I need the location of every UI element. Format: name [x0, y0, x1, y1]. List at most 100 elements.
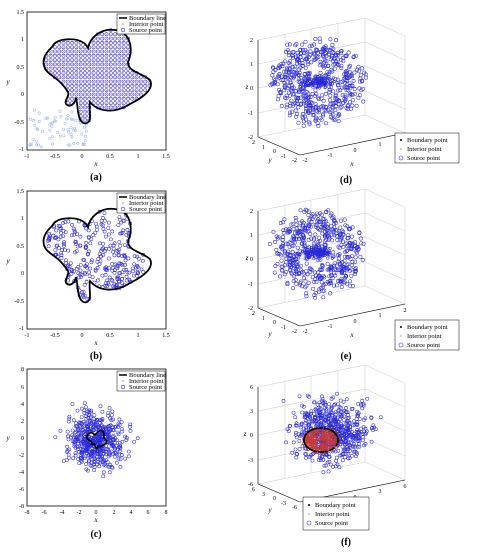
source-point — [317, 253, 321, 256]
source-point — [330, 410, 334, 415]
panel-b-xlabel: x — [93, 339, 98, 347]
source-point — [106, 454, 111, 459]
source-point — [357, 86, 362, 91]
source-point — [39, 145, 43, 149]
source-point — [300, 61, 305, 66]
source-point — [108, 416, 113, 421]
source-point — [369, 416, 374, 420]
source-point — [100, 101, 105, 105]
source-point — [305, 95, 310, 100]
source-point — [312, 411, 317, 416]
source-point — [324, 109, 329, 114]
panel-d-caption: (d) — [340, 175, 352, 186]
source-point — [48, 137, 52, 141]
source-point — [73, 445, 78, 450]
source-point — [53, 248, 58, 252]
source-point — [117, 423, 122, 427]
source-point — [353, 444, 357, 449]
source-point — [111, 444, 116, 448]
interior-point — [118, 81, 120, 83]
panel-d-ylabel: y — [267, 156, 272, 164]
source-point — [303, 88, 307, 92]
interior-point — [106, 72, 107, 74]
panel-e-ztick: 0 — [250, 257, 253, 263]
source-point — [61, 242, 66, 247]
panel-c-legend — [116, 370, 166, 392]
panel-a-xtick: 1 — [137, 154, 140, 160]
source-point — [126, 45, 130, 50]
source-point — [83, 49, 87, 54]
source-point — [107, 441, 112, 446]
source-point — [298, 55, 303, 60]
source-point — [313, 88, 318, 93]
source-point — [104, 79, 109, 84]
source-point — [91, 419, 96, 424]
source-point — [291, 55, 295, 60]
interior-point — [78, 232, 80, 234]
source-point — [355, 428, 360, 432]
source-point — [334, 97, 339, 102]
source-point — [313, 295, 317, 300]
source-point — [93, 423, 98, 428]
source-point — [286, 429, 291, 433]
source-point — [61, 234, 65, 239]
source-point — [35, 139, 39, 143]
source-point — [109, 278, 114, 282]
panel-c-xtick: 8 — [165, 510, 168, 516]
interior-point — [127, 85, 129, 87]
source-point — [314, 56, 318, 61]
source-point — [341, 265, 346, 269]
interior-point — [49, 231, 51, 233]
interior-point — [143, 261, 144, 263]
source-point — [290, 249, 295, 254]
interior-point — [71, 72, 73, 74]
source-point — [100, 36, 105, 41]
source-point — [344, 74, 349, 79]
source-point — [271, 229, 276, 234]
source-point — [113, 84, 117, 88]
source-point — [110, 229, 115, 234]
source-point — [271, 65, 276, 70]
interior-point — [110, 102, 112, 104]
source-point — [295, 234, 300, 239]
source-point — [105, 432, 109, 437]
source-point — [87, 235, 91, 240]
source-point — [91, 79, 96, 84]
source-point — [312, 279, 317, 284]
panel-e-legend: Boundary point Interior point Source poi… — [394, 319, 460, 351]
source-point — [327, 89, 332, 94]
interior-point — [88, 51, 90, 52]
source-point — [70, 92, 74, 97]
source-point — [326, 256, 330, 260]
source-point — [103, 218, 107, 223]
panel-c-ytick: 0 — [21, 436, 24, 442]
source-point — [117, 66, 122, 71]
source-point — [294, 95, 299, 100]
source-point — [297, 225, 302, 230]
panel-b-boundary-line — [42, 207, 152, 304]
interior-point — [71, 63, 73, 65]
source-point — [308, 269, 313, 274]
source-point — [32, 118, 35, 122]
source-point — [62, 244, 66, 248]
interior-point — [110, 33, 112, 35]
source-point — [65, 84, 70, 88]
source-point — [300, 114, 305, 119]
interior-point — [97, 94, 99, 95]
source-point — [61, 221, 65, 225]
source-point — [329, 211, 334, 216]
panel-e-points — [267, 207, 366, 300]
source-point — [304, 83, 308, 87]
source-point — [350, 254, 355, 259]
source-point — [321, 457, 326, 462]
source-point — [335, 268, 340, 273]
source-point — [350, 92, 355, 97]
source-point — [66, 248, 71, 253]
source-point — [321, 400, 326, 405]
source-point — [297, 73, 302, 77]
interior-point — [91, 236, 93, 238]
source-point — [357, 430, 362, 435]
interior-point — [123, 272, 125, 274]
source-point — [276, 94, 281, 99]
panel-c-caption: (c) — [90, 529, 101, 540]
